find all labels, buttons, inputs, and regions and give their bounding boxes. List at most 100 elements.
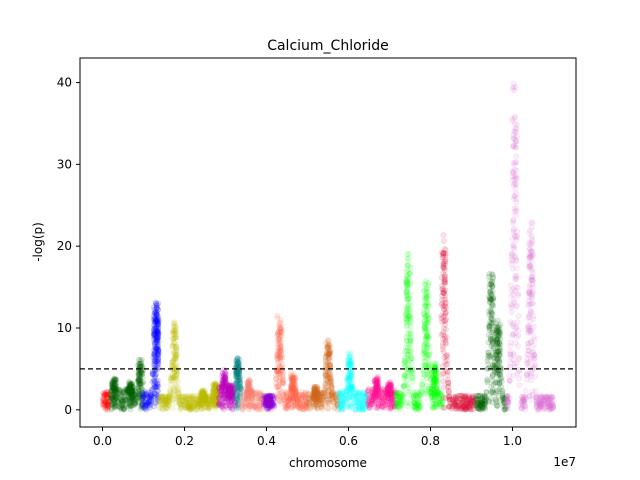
data-point bbox=[170, 375, 177, 381]
data-point bbox=[110, 401, 116, 408]
data-point bbox=[100, 402, 107, 409]
data-point bbox=[155, 300, 162, 307]
data-point bbox=[109, 383, 116, 390]
data-point bbox=[110, 384, 117, 391]
data-point bbox=[112, 387, 119, 394]
data-point bbox=[506, 378, 513, 384]
data-point bbox=[522, 406, 529, 413]
data-point bbox=[326, 380, 333, 386]
data-point bbox=[122, 390, 129, 397]
data-point bbox=[324, 405, 331, 412]
data-point bbox=[267, 395, 274, 402]
data-point bbox=[486, 364, 493, 371]
data-point bbox=[99, 395, 106, 402]
data-point bbox=[117, 389, 124, 396]
data-point bbox=[108, 381, 115, 388]
data-point bbox=[105, 402, 111, 409]
data-point bbox=[109, 378, 116, 385]
data-point bbox=[112, 387, 119, 394]
data-point bbox=[128, 402, 134, 409]
data-point bbox=[100, 390, 107, 397]
data-point bbox=[127, 381, 134, 388]
data-point bbox=[104, 391, 111, 398]
data-point bbox=[510, 229, 517, 236]
data-point bbox=[504, 398, 511, 405]
data-point bbox=[108, 392, 115, 399]
data-point bbox=[200, 390, 207, 396]
data-point bbox=[347, 397, 354, 404]
data-point bbox=[110, 399, 117, 405]
data-point bbox=[120, 406, 127, 413]
data-point bbox=[123, 385, 129, 392]
data-point bbox=[512, 128, 518, 135]
data-point bbox=[106, 398, 113, 405]
data-point bbox=[112, 392, 118, 399]
data-point bbox=[109, 379, 116, 386]
data-point bbox=[442, 258, 449, 265]
data-point bbox=[441, 302, 448, 309]
data-point bbox=[125, 385, 132, 392]
data-point bbox=[107, 397, 113, 404]
data-point bbox=[130, 397, 136, 404]
data-point bbox=[111, 401, 118, 408]
data-point bbox=[488, 290, 495, 297]
data-point bbox=[115, 403, 122, 410]
data-point bbox=[109, 385, 116, 392]
data-point bbox=[406, 281, 413, 287]
data-point bbox=[112, 403, 119, 410]
data-point bbox=[431, 384, 438, 391]
data-point bbox=[99, 396, 106, 403]
data-point bbox=[132, 394, 139, 401]
data-point bbox=[112, 394, 118, 400]
data-point bbox=[119, 397, 126, 404]
data-point bbox=[506, 371, 513, 378]
data-point bbox=[345, 363, 352, 370]
data-point bbox=[104, 399, 111, 406]
data-point bbox=[441, 405, 448, 411]
data-point bbox=[128, 380, 135, 387]
chart-title: Calcium_Chloride bbox=[267, 38, 389, 54]
data-point bbox=[372, 397, 379, 404]
data-point bbox=[121, 405, 127, 411]
data-point bbox=[403, 315, 410, 322]
data-point bbox=[123, 386, 130, 393]
data-point bbox=[125, 401, 132, 408]
data-point bbox=[114, 392, 121, 399]
data-point bbox=[187, 404, 194, 410]
data-point bbox=[274, 348, 281, 355]
data-point bbox=[99, 401, 106, 407]
data-point bbox=[128, 389, 135, 396]
data-point bbox=[113, 391, 120, 398]
data-point bbox=[120, 401, 127, 407]
data-point bbox=[134, 395, 140, 402]
data-point bbox=[126, 388, 133, 395]
data-point bbox=[406, 330, 413, 337]
data-point bbox=[102, 391, 109, 397]
data-point bbox=[112, 380, 118, 387]
data-point bbox=[127, 386, 134, 393]
data-point bbox=[153, 345, 160, 352]
data-point bbox=[423, 341, 430, 348]
data-point bbox=[134, 388, 141, 395]
data-point bbox=[106, 391, 113, 397]
data-point bbox=[103, 402, 110, 409]
data-point bbox=[540, 406, 547, 413]
data-point bbox=[128, 387, 135, 394]
data-point bbox=[105, 403, 112, 410]
data-point bbox=[125, 385, 132, 392]
data-point bbox=[442, 309, 449, 316]
data-point bbox=[407, 308, 414, 315]
data-point bbox=[454, 403, 461, 410]
data-point bbox=[108, 395, 114, 402]
data-point bbox=[115, 389, 122, 396]
data-point bbox=[125, 387, 131, 393]
data-point bbox=[336, 389, 343, 396]
data-point bbox=[126, 382, 133, 389]
data-point bbox=[127, 384, 134, 391]
data-point bbox=[238, 402, 245, 409]
data-point bbox=[387, 404, 393, 410]
data-point bbox=[129, 386, 136, 393]
data-point bbox=[484, 376, 491, 382]
data-point bbox=[103, 389, 109, 396]
data-point bbox=[112, 388, 118, 394]
